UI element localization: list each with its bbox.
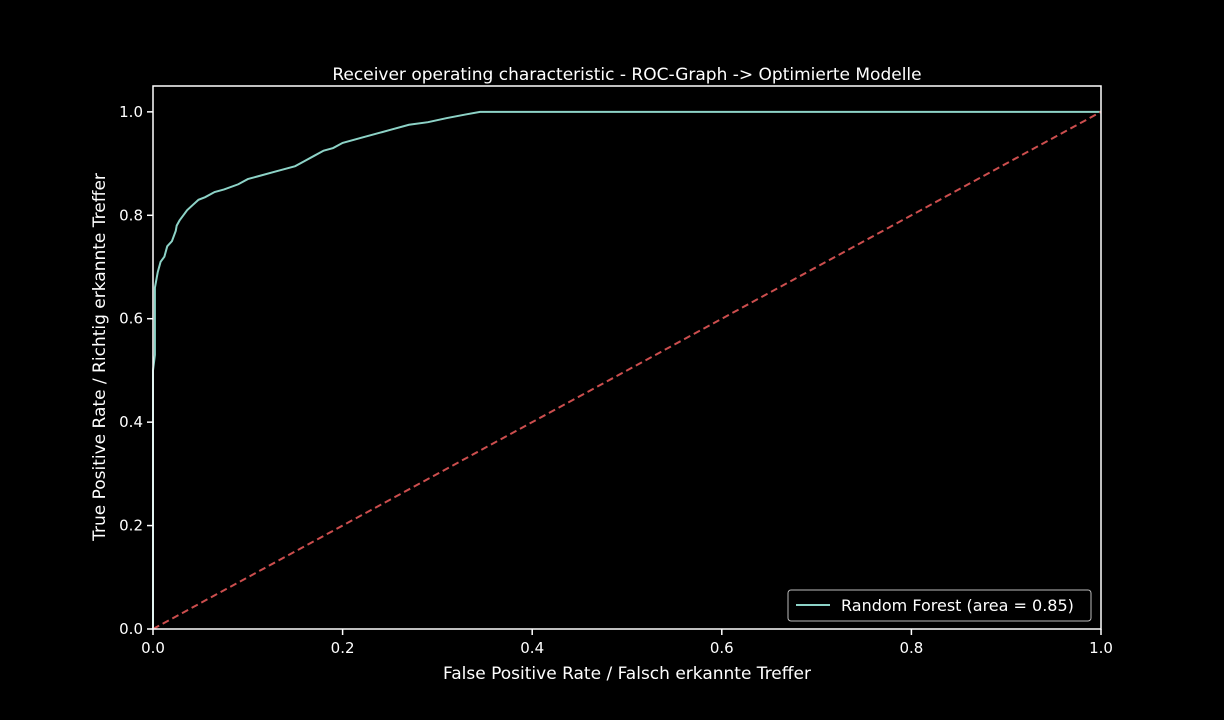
x-tick-label: 0.6 xyxy=(710,639,734,657)
diagonal-reference-line xyxy=(152,110,1102,630)
y-tick-label: 0.8 xyxy=(119,206,143,224)
y-tick-label: 0.2 xyxy=(119,517,143,535)
x-tick-label: 1.0 xyxy=(1089,639,1113,657)
y-axis-label: True Positive Rate / Richtig erkannte Tr… xyxy=(90,173,110,542)
x-axis-label: False Positive Rate / Falsch erkannte Tr… xyxy=(443,664,811,684)
legend-label-random-forest: Random Forest (area = 0.85) xyxy=(841,596,1074,615)
x-tick-label: 0.4 xyxy=(520,639,544,657)
y-tick-label: 0.4 xyxy=(119,413,143,431)
x-tick-label: 0.8 xyxy=(899,639,923,657)
axes-frame xyxy=(152,85,1102,630)
legend-box xyxy=(787,589,1092,622)
y-tick-label: 0.0 xyxy=(119,620,143,638)
y-tick-label: 1.0 xyxy=(119,103,143,121)
roc-curve-random-forest xyxy=(152,110,1101,629)
axis-ticks: 0.0 0.2 0.4 0.6 0.8 1.0 0.0 0.2 0.4 0.6 0.8 1.0 xyxy=(119,103,1113,657)
legend: Random Forest (area = 0.85) xyxy=(787,589,1092,622)
chart-title: Receiver operating characteristic - ROC-… xyxy=(332,65,921,85)
x-tick-label: 0.2 xyxy=(331,639,355,657)
x-tick-label: 0.0 xyxy=(141,639,165,657)
plot-area xyxy=(152,110,1102,630)
y-tick-label: 0.6 xyxy=(119,310,143,328)
